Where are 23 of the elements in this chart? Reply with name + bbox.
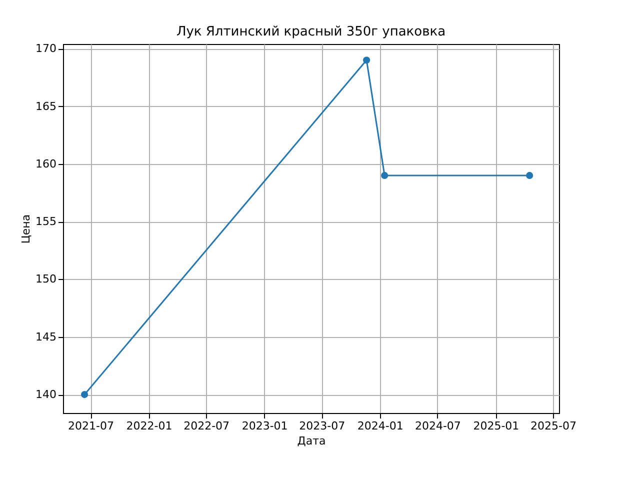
x-tick-label: 2023-01	[242, 420, 288, 432]
point	[363, 56, 370, 64]
x-tick-label: 2025-01	[473, 420, 520, 432]
chart-title: Лук Ялтинский красный 350г упаковка	[176, 24, 446, 40]
y-tick-label: 140	[36, 388, 56, 402]
x-tick-label: 2023-07	[299, 420, 346, 432]
x-axis-title: Дата	[297, 434, 326, 448]
y-tick-label: 160	[36, 157, 56, 170]
x-tick-label: 2021-07	[68, 420, 114, 432]
y-axis-title: Цена	[20, 214, 33, 244]
x-tick-label: 2024-01	[357, 420, 404, 432]
y-tick-label: 145	[36, 330, 56, 344]
x-tick-label: 2024-07	[414, 420, 461, 432]
point	[80, 391, 88, 398]
y-tick-label: 165	[36, 100, 56, 113]
y-tick-label: 150	[36, 272, 56, 286]
x-tick-label: 2022-01	[126, 420, 172, 432]
y-tick-label: 155	[36, 215, 56, 228]
point	[381, 172, 388, 179]
x-tick-label: 2022-07	[184, 420, 230, 432]
point	[526, 172, 534, 179]
y-tick-label: 170	[36, 42, 56, 56]
x-tick-label: 2025-07	[530, 420, 576, 432]
